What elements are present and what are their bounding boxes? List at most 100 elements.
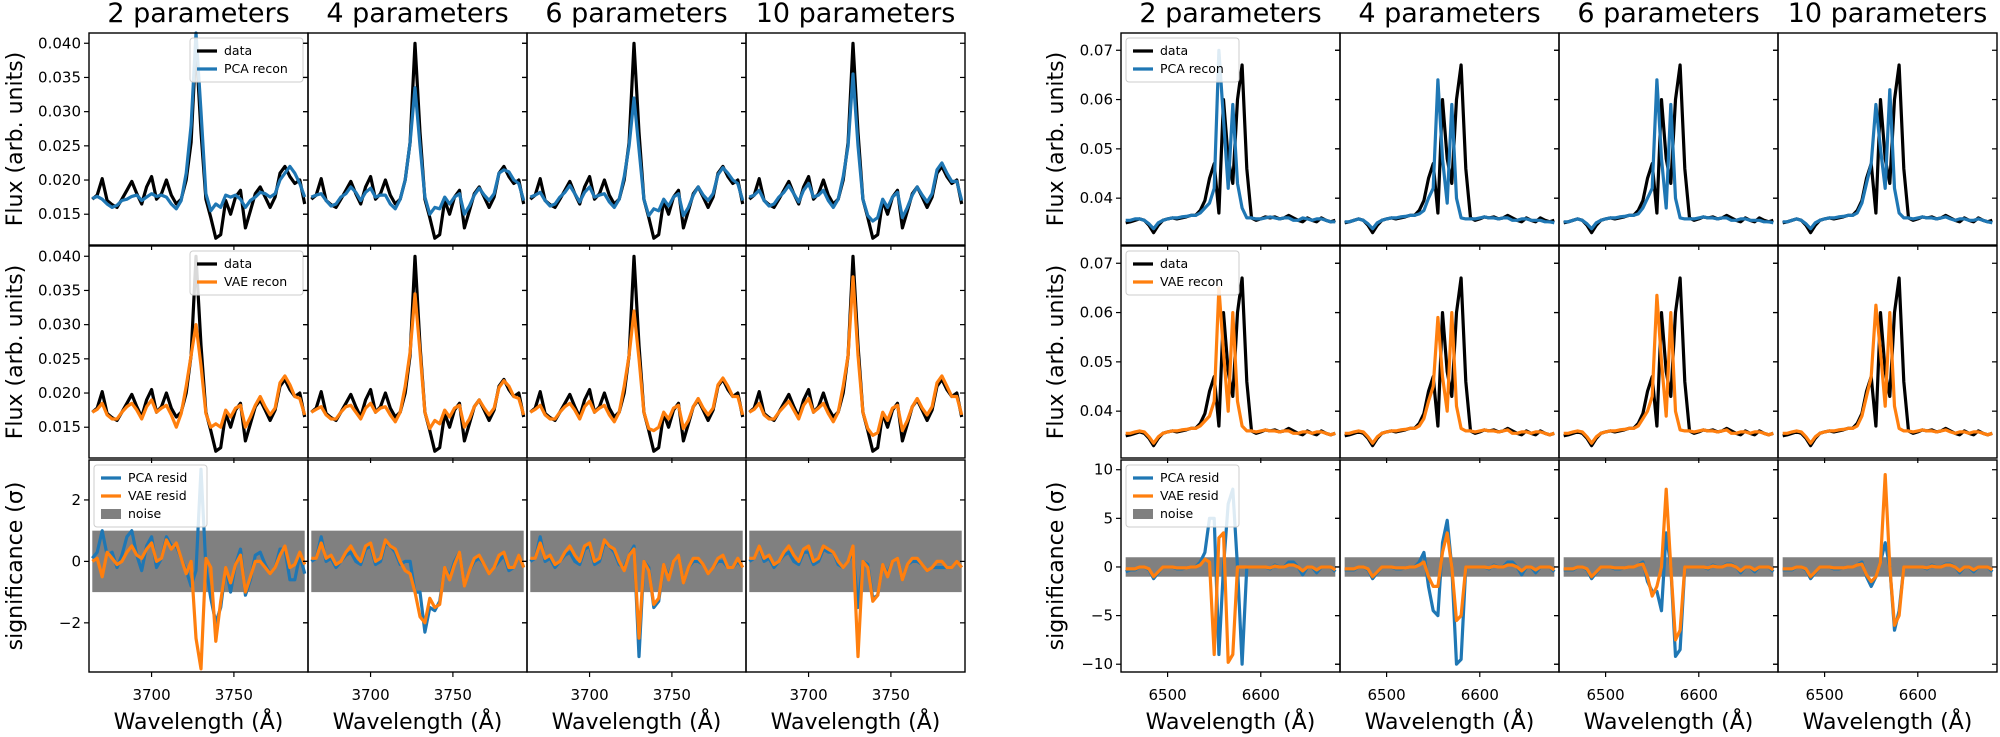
axes-frame <box>1777 32 1998 246</box>
axes-residuals-col3: 3700 3750 Wavelength (Å) <box>522 459 747 735</box>
axes-pca-col2 <box>303 32 528 250</box>
vae-resid-line <box>749 544 963 659</box>
y-tick-label: 0.06 <box>1080 304 1113 322</box>
legend-box <box>1125 464 1240 528</box>
legend-swatch <box>1133 509 1153 519</box>
legend-box <box>189 250 304 296</box>
x-axis-label: Wavelength (Å) <box>1365 708 1535 735</box>
x-axis-label: Wavelength (Å) <box>1146 708 1316 735</box>
legend-label: data <box>224 256 252 271</box>
axes-vae-col3 <box>522 245 747 463</box>
noise-band <box>1563 557 1774 577</box>
y-tick-label: −5 <box>1091 607 1113 625</box>
vae-resid-line <box>1125 531 1337 664</box>
axes-pca-col1: 0.04 0.05 0.06 0.07 data PCA recon <box>1080 32 1341 250</box>
noise-band <box>311 530 524 593</box>
legend-swatch <box>101 509 121 519</box>
data-line <box>91 254 307 453</box>
pca-resid-line <box>1782 541 1994 632</box>
x-tick-label: 3750 <box>434 686 472 704</box>
x-tick-label: 3750 <box>872 686 910 704</box>
data-line <box>748 254 964 453</box>
data-line <box>529 41 745 240</box>
data-line <box>748 41 964 240</box>
legend: data VAE recon <box>1125 250 1240 296</box>
axes-vae-col4 <box>741 245 966 463</box>
y-tick-label: 0 <box>1103 558 1113 576</box>
legend-box <box>1125 250 1240 296</box>
y-tick-label: 0.030 <box>38 103 81 121</box>
x-tick-label: 3750 <box>653 686 691 704</box>
legend-box <box>1125 37 1240 83</box>
x-tick-label: 6500 <box>1806 686 1844 704</box>
pca-recon-line <box>1563 78 1774 231</box>
pca-recon-line <box>529 96 745 218</box>
legend: data PCA recon <box>1125 37 1240 83</box>
legend-label: data <box>1160 43 1188 58</box>
vae-recon-line <box>529 309 745 433</box>
vae-recon-line <box>1782 303 1993 445</box>
column-title: 4 parameters <box>1358 0 1540 29</box>
data-line <box>310 41 526 240</box>
y-tick-label: 0.05 <box>1080 140 1113 158</box>
vae-recon-line <box>1125 286 1336 445</box>
column-title: 4 parameters <box>326 0 508 29</box>
y-tick-label: 0 <box>71 552 81 570</box>
legend-label: PCA recon <box>224 61 288 76</box>
x-tick-label: 3750 <box>215 686 253 704</box>
vae-recon-line <box>748 275 964 437</box>
vae-resid-line <box>530 538 745 640</box>
legend: PCA resid VAE resid noise <box>93 464 208 528</box>
y-tick-label: 0.030 <box>38 316 81 334</box>
y-axis-label: Flux (arb. units) <box>3 52 28 226</box>
y-tick-label: 0.04 <box>1080 402 1113 420</box>
axes-residuals-col4: 3700 3750 Wavelength (Å) <box>741 459 966 735</box>
axes-residuals-col1: −10 −5 0 5 10 6500 6600 PCA resid VAE resid noise… <box>1081 459 1341 735</box>
x-tick-label: 3700 <box>351 686 389 704</box>
axes-pca-col3 <box>522 32 747 250</box>
axes-residuals-col3: 6500 6600 Wavelength (Å) <box>1554 459 1779 735</box>
y-tick-label: 0.07 <box>1080 41 1113 59</box>
y-tick-label: 5 <box>1103 509 1113 527</box>
x-tick-label: 6600 <box>1242 686 1280 704</box>
y-tick-label: 0.040 <box>38 247 81 265</box>
vae-resid-line <box>91 538 307 671</box>
axes-frame <box>745 245 966 459</box>
x-tick-label: 3700 <box>132 686 170 704</box>
axes-vae-col4 <box>1773 245 1998 463</box>
y-tick-label: 0.025 <box>38 137 81 155</box>
column-title: 2 parameters <box>107 0 289 29</box>
axes-pca-col2 <box>1335 32 1560 250</box>
column-title: 10 parameters <box>756 0 956 29</box>
x-axis-label: Wavelength (Å) <box>771 708 941 735</box>
legend-label: PCA resid <box>128 470 187 485</box>
pca-recon-line <box>310 86 526 216</box>
y-tick-label: 10 <box>1094 461 1113 479</box>
vae-recon-line <box>1563 293 1774 445</box>
axes-residuals-col1: −2 0 2 3700 3750 PCA resid VAE resid noise Wavel… <box>59 459 309 735</box>
y-axis-label: significance (σ) <box>3 482 28 651</box>
column-title: 6 parameters <box>1577 0 1759 29</box>
vae-recon-line <box>91 323 307 429</box>
y-tick-label: 2 <box>71 491 81 509</box>
y-axis-label: Flux (arb. units) <box>1044 52 1069 226</box>
column-title: 2 parameters <box>1139 0 1321 29</box>
legend-label: data <box>1160 256 1188 271</box>
column-title: 10 parameters <box>1788 0 1988 29</box>
data-line <box>310 254 526 453</box>
noise-band <box>1125 557 1336 577</box>
y-tick-label: 0.035 <box>38 281 81 299</box>
x-tick-label: 3700 <box>789 686 827 704</box>
legend-label: data <box>224 43 252 58</box>
axes-pca-col1: 0.015 0.020 0.025 0.030 0.035 0.040 data PCA re… <box>38 31 309 250</box>
vae-recon-line <box>1344 311 1555 445</box>
x-tick-label: 6600 <box>1899 686 1937 704</box>
y-tick-label: −10 <box>1081 655 1113 673</box>
legend-label: VAE recon <box>1160 274 1223 289</box>
column-title: 6 parameters <box>545 0 727 29</box>
axes-residuals-col2: 3700 3750 Wavelength (Å) <box>303 459 528 735</box>
axes-vae-col1: 0.04 0.05 0.06 0.07 data VAE recon <box>1080 245 1341 463</box>
y-tick-label: 0.025 <box>38 350 81 368</box>
legend-label: PCA resid <box>1160 470 1219 485</box>
data-line <box>529 254 745 453</box>
